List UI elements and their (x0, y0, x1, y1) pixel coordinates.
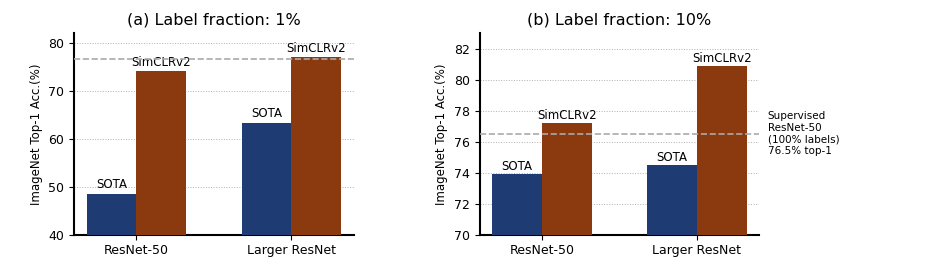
Text: SOTA: SOTA (657, 151, 688, 164)
Text: SimCLRv2: SimCLRv2 (692, 52, 752, 65)
Y-axis label: ImageNet Top-1 Acc.(%): ImageNet Top-1 Acc.(%) (30, 63, 43, 205)
Text: SOTA: SOTA (96, 178, 127, 192)
Y-axis label: ImageNet Top-1 Acc.(%): ImageNet Top-1 Acc.(%) (435, 63, 448, 205)
Text: SOTA: SOTA (251, 107, 282, 120)
Bar (292, 57, 341, 235)
Bar (542, 123, 592, 235)
Text: SimCLRv2: SimCLRv2 (131, 56, 191, 69)
Text: SimCLRv2: SimCLRv2 (537, 109, 596, 122)
Bar (136, 71, 186, 235)
Text: SOTA: SOTA (502, 160, 532, 173)
Bar (87, 194, 136, 235)
Title: (a) Label fraction: 1%: (a) Label fraction: 1% (127, 13, 301, 28)
Bar (647, 165, 697, 235)
Bar (697, 66, 746, 235)
Title: (b) Label fraction: 10%: (b) Label fraction: 10% (527, 13, 711, 28)
Bar (493, 174, 542, 235)
Bar (242, 123, 292, 235)
Text: Supervised
ResNet-50
(100% labels)
76.5% top-1: Supervised ResNet-50 (100% labels) 76.5%… (768, 112, 839, 156)
Text: SimCLRv2: SimCLRv2 (286, 42, 346, 55)
